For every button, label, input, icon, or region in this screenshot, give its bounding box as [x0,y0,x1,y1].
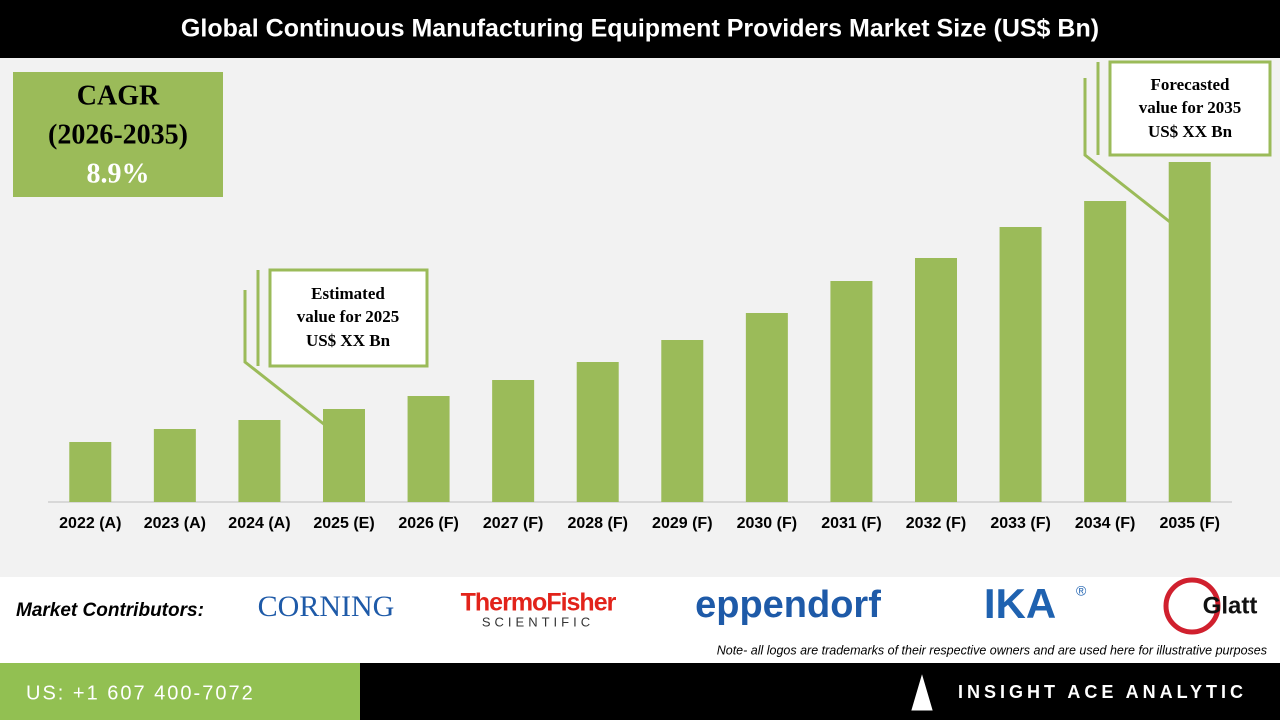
phone-band [0,663,360,720]
callout-text: US$ XX Bn [306,331,391,350]
x-tick-label: 2035 (F) [1159,515,1219,532]
x-tick-label: 2033 (F) [990,515,1050,532]
x-tick-label: 2030 (F) [737,515,797,532]
logo: ® [1076,583,1087,599]
logo: Glatt [1203,592,1258,619]
cagr-box [13,72,223,197]
bar [153,429,196,502]
bar [999,227,1042,502]
x-tick-label: 2026 (F) [398,515,458,532]
logo: eppendorf [695,584,881,626]
callout-text: US$ XX Bn [1148,122,1233,141]
bar [745,313,788,502]
contributors-band [0,577,1280,663]
bar [492,380,535,502]
bar [323,409,365,502]
estimated-callout [243,268,429,427]
bar [1168,162,1211,502]
bar [407,396,450,502]
callout-text: value for 2035 [1139,98,1242,117]
logo-ring [1163,577,1221,635]
logo: CORNING [258,590,395,623]
title-bar [0,0,1280,58]
x-tick-label: 2028 (F) [567,515,627,532]
forecast-callout [1083,60,1272,224]
logo: IKA [984,580,1056,627]
brand-band [360,663,1280,720]
bar [238,420,281,502]
x-tick-label: 2034 (F) [1075,515,1135,532]
x-tick-label: 2025 (E) [313,515,374,532]
x-tick-label: 2022 (A) [59,515,121,532]
brand-icon [911,674,933,711]
brand: INSIGHT ACE ANALYTIC [958,682,1247,702]
x-tick-label: 2027 (F) [483,515,543,532]
chart-title: Global Continuous Manufacturing Equipmen… [181,15,1099,43]
contributors-label: Market Contributors: [16,600,204,621]
bar [915,258,957,502]
x-tick-label: 2029 (F) [652,515,712,532]
bar [576,362,619,502]
note: Note- all logos are trademarks of their … [717,643,1267,657]
x-tick-label: 2023 (A) [144,515,206,532]
bar [69,442,112,502]
x-tick-label: 2031 (F) [821,515,881,532]
cagr-label: CAGR [77,80,160,111]
bar [661,340,704,502]
bars: 2022 (A) 2023 (A) 2024 (A) 2025 (E) 2026 (F)… [59,162,1220,532]
logo: SCIENTIFIC [482,614,594,629]
bar [830,281,873,502]
callout-text: Forecasted [1151,75,1231,94]
x-tick-label: 2024 (A) [228,515,290,532]
phone: US: +1 607 400-7072 [26,682,255,704]
x-tick-label: 2032 (F) [906,515,966,532]
callout-text: value for 2025 [297,307,400,326]
bar [1084,201,1127,502]
logo: ThermoFisher [461,589,617,617]
cagr-value: 8.9% [87,158,150,189]
callout-text: Estimated [311,284,385,303]
cagr-period: (2026-2035) [48,119,188,150]
